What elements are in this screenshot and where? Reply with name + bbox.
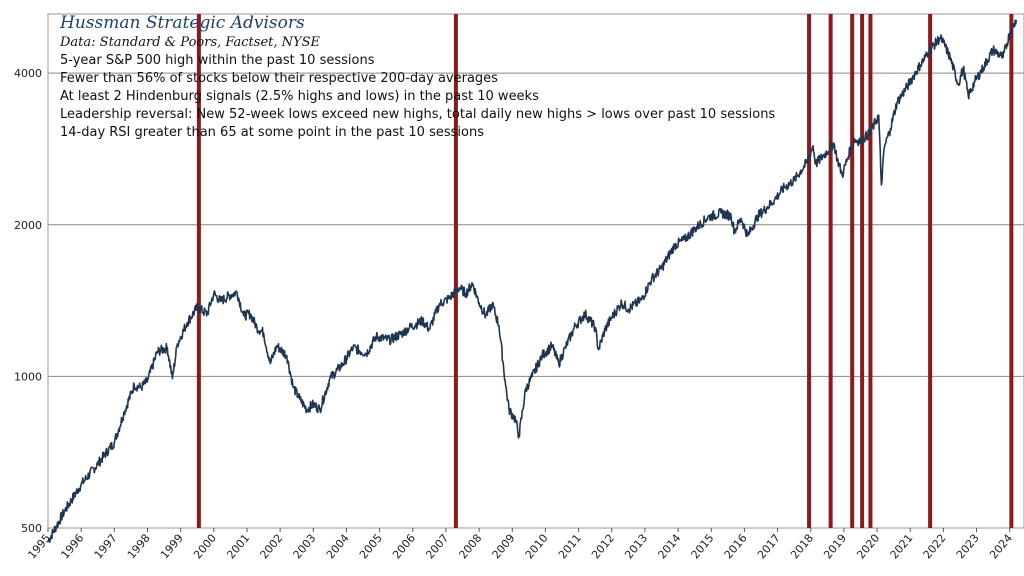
annotation-4: Leadership reversal: New 52-week lows ex… <box>60 107 775 122</box>
x-tick-label: 2006 <box>390 532 418 562</box>
x-tick-label: 1998 <box>125 532 153 562</box>
x-tick-label: 1995 <box>25 532 53 562</box>
chart-title: Hussman Strategic Advisors <box>59 13 305 33</box>
x-tick-label: 2018 <box>788 532 816 562</box>
x-tick-label: 2007 <box>423 532 451 562</box>
x-tick-label: 2022 <box>921 532 949 562</box>
signal-bar <box>828 14 833 528</box>
x-tick-label: 1996 <box>59 532 87 562</box>
x-tick-label: 2019 <box>821 532 849 562</box>
x-tick-label: 2012 <box>589 532 617 562</box>
annotation-3: At least 2 Hindenburg signals (2.5% high… <box>60 89 539 104</box>
sp500-line <box>47 19 1018 544</box>
x-tick-labels: 1995 1996 1997 1998 1999 2000 2001 2002 2003 2004… <box>25 528 1015 561</box>
signal-bar <box>928 14 933 528</box>
grid-lines <box>48 72 1024 529</box>
x-tick-label: 2004 <box>324 532 352 562</box>
x-tick-label: 2016 <box>722 532 750 562</box>
x-tick-label: 2009 <box>490 532 518 562</box>
x-tick-label: 2010 <box>523 532 551 562</box>
x-tick-label: 2002 <box>257 532 285 562</box>
x-tick-label: 1999 <box>158 532 186 562</box>
x-tick-label: 2013 <box>622 532 650 562</box>
y-tick-labels: 500 1000 2000 4000 <box>14 67 42 535</box>
signal-bar <box>868 14 873 528</box>
signal-bar <box>1009 14 1014 528</box>
y-tick-label: 4000 <box>14 67 42 80</box>
x-tick-label: 2021 <box>888 532 916 562</box>
x-tick-label: 2023 <box>954 532 982 562</box>
y-tick-label: 2000 <box>14 219 42 232</box>
plot-border <box>47 13 1024 529</box>
x-tick-label: 2011 <box>556 532 584 562</box>
signal-bar <box>807 14 812 528</box>
x-tick-label: 2015 <box>689 532 717 562</box>
signal-bar <box>860 14 865 528</box>
signal-bar <box>196 14 201 528</box>
x-tick-label: 2020 <box>854 532 882 562</box>
signal-bar <box>850 14 855 528</box>
x-tick-label: 2024 <box>987 532 1015 562</box>
x-tick-label: 2014 <box>655 532 683 562</box>
x-tick-label: 2017 <box>755 532 783 562</box>
y-tick-label: 1000 <box>14 370 42 383</box>
signal-bars <box>196 14 1014 528</box>
x-tick-label: 2001 <box>224 532 252 562</box>
x-tick-label: 2000 <box>191 532 219 562</box>
x-tick-label: 2003 <box>291 532 319 562</box>
x-tick-label: 2008 <box>456 532 484 562</box>
x-tick-label: 2005 <box>357 532 385 562</box>
y-tick-label: 500 <box>21 522 42 535</box>
chart-subtitle: Data: Standard & Poors, Factset, NYSE <box>59 35 320 50</box>
annotation-2: Fewer than 56% of stocks below their res… <box>60 71 498 86</box>
x-tick-label: 1997 <box>92 532 120 562</box>
annotation-1: 5-year S&P 500 high within the past 10 s… <box>60 53 375 68</box>
signal-bar <box>453 14 458 528</box>
annotation-5: 14-day RSI greater than 65 at some point… <box>60 125 484 140</box>
